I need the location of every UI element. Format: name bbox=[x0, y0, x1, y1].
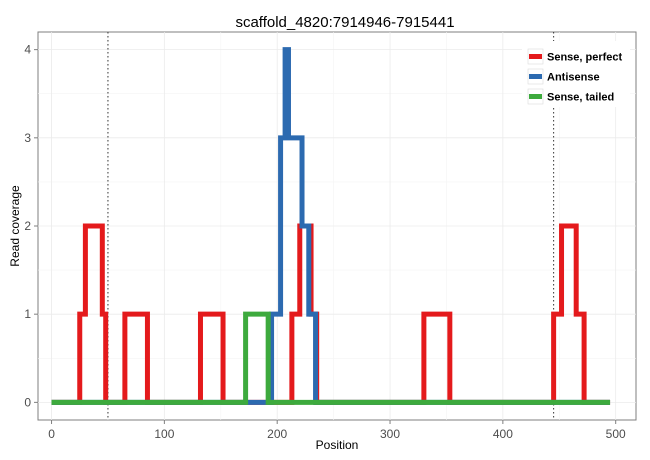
x-tick-label: 100 bbox=[154, 427, 174, 441]
x-tick-label: 200 bbox=[267, 427, 287, 441]
y-axis-title: Read coverage bbox=[8, 185, 22, 267]
legend-label: Sense, perfect bbox=[547, 52, 623, 64]
y-tick-label: 3 bbox=[24, 131, 31, 145]
legend-label: Antisense bbox=[547, 72, 600, 84]
chart-title: scaffold_4820:7914946-7915441 bbox=[235, 14, 454, 31]
axes: 0 100 200 300 400 500 0 1 2 3 4 bbox=[24, 43, 626, 441]
x-axis-title: Position bbox=[316, 438, 359, 452]
y-tick-label: 4 bbox=[24, 43, 31, 57]
y-tick-label: 1 bbox=[24, 307, 31, 321]
series-line-1 bbox=[51, 47, 611, 405]
series-line-0 bbox=[51, 223, 611, 405]
legend: Sense, perfect Antisense Sense, tailed bbox=[522, 41, 630, 107]
x-tick-label: 500 bbox=[606, 427, 626, 441]
y-tick-label: 0 bbox=[24, 395, 31, 409]
x-tick-label: 400 bbox=[493, 427, 513, 441]
legend-label: Sense, tailed bbox=[547, 92, 614, 104]
x-tick-label: 300 bbox=[380, 427, 400, 441]
series-lines bbox=[51, 47, 611, 405]
y-tick-label: 2 bbox=[24, 219, 31, 233]
series-line-2 bbox=[51, 311, 611, 405]
x-tick-label: 0 bbox=[48, 427, 55, 441]
